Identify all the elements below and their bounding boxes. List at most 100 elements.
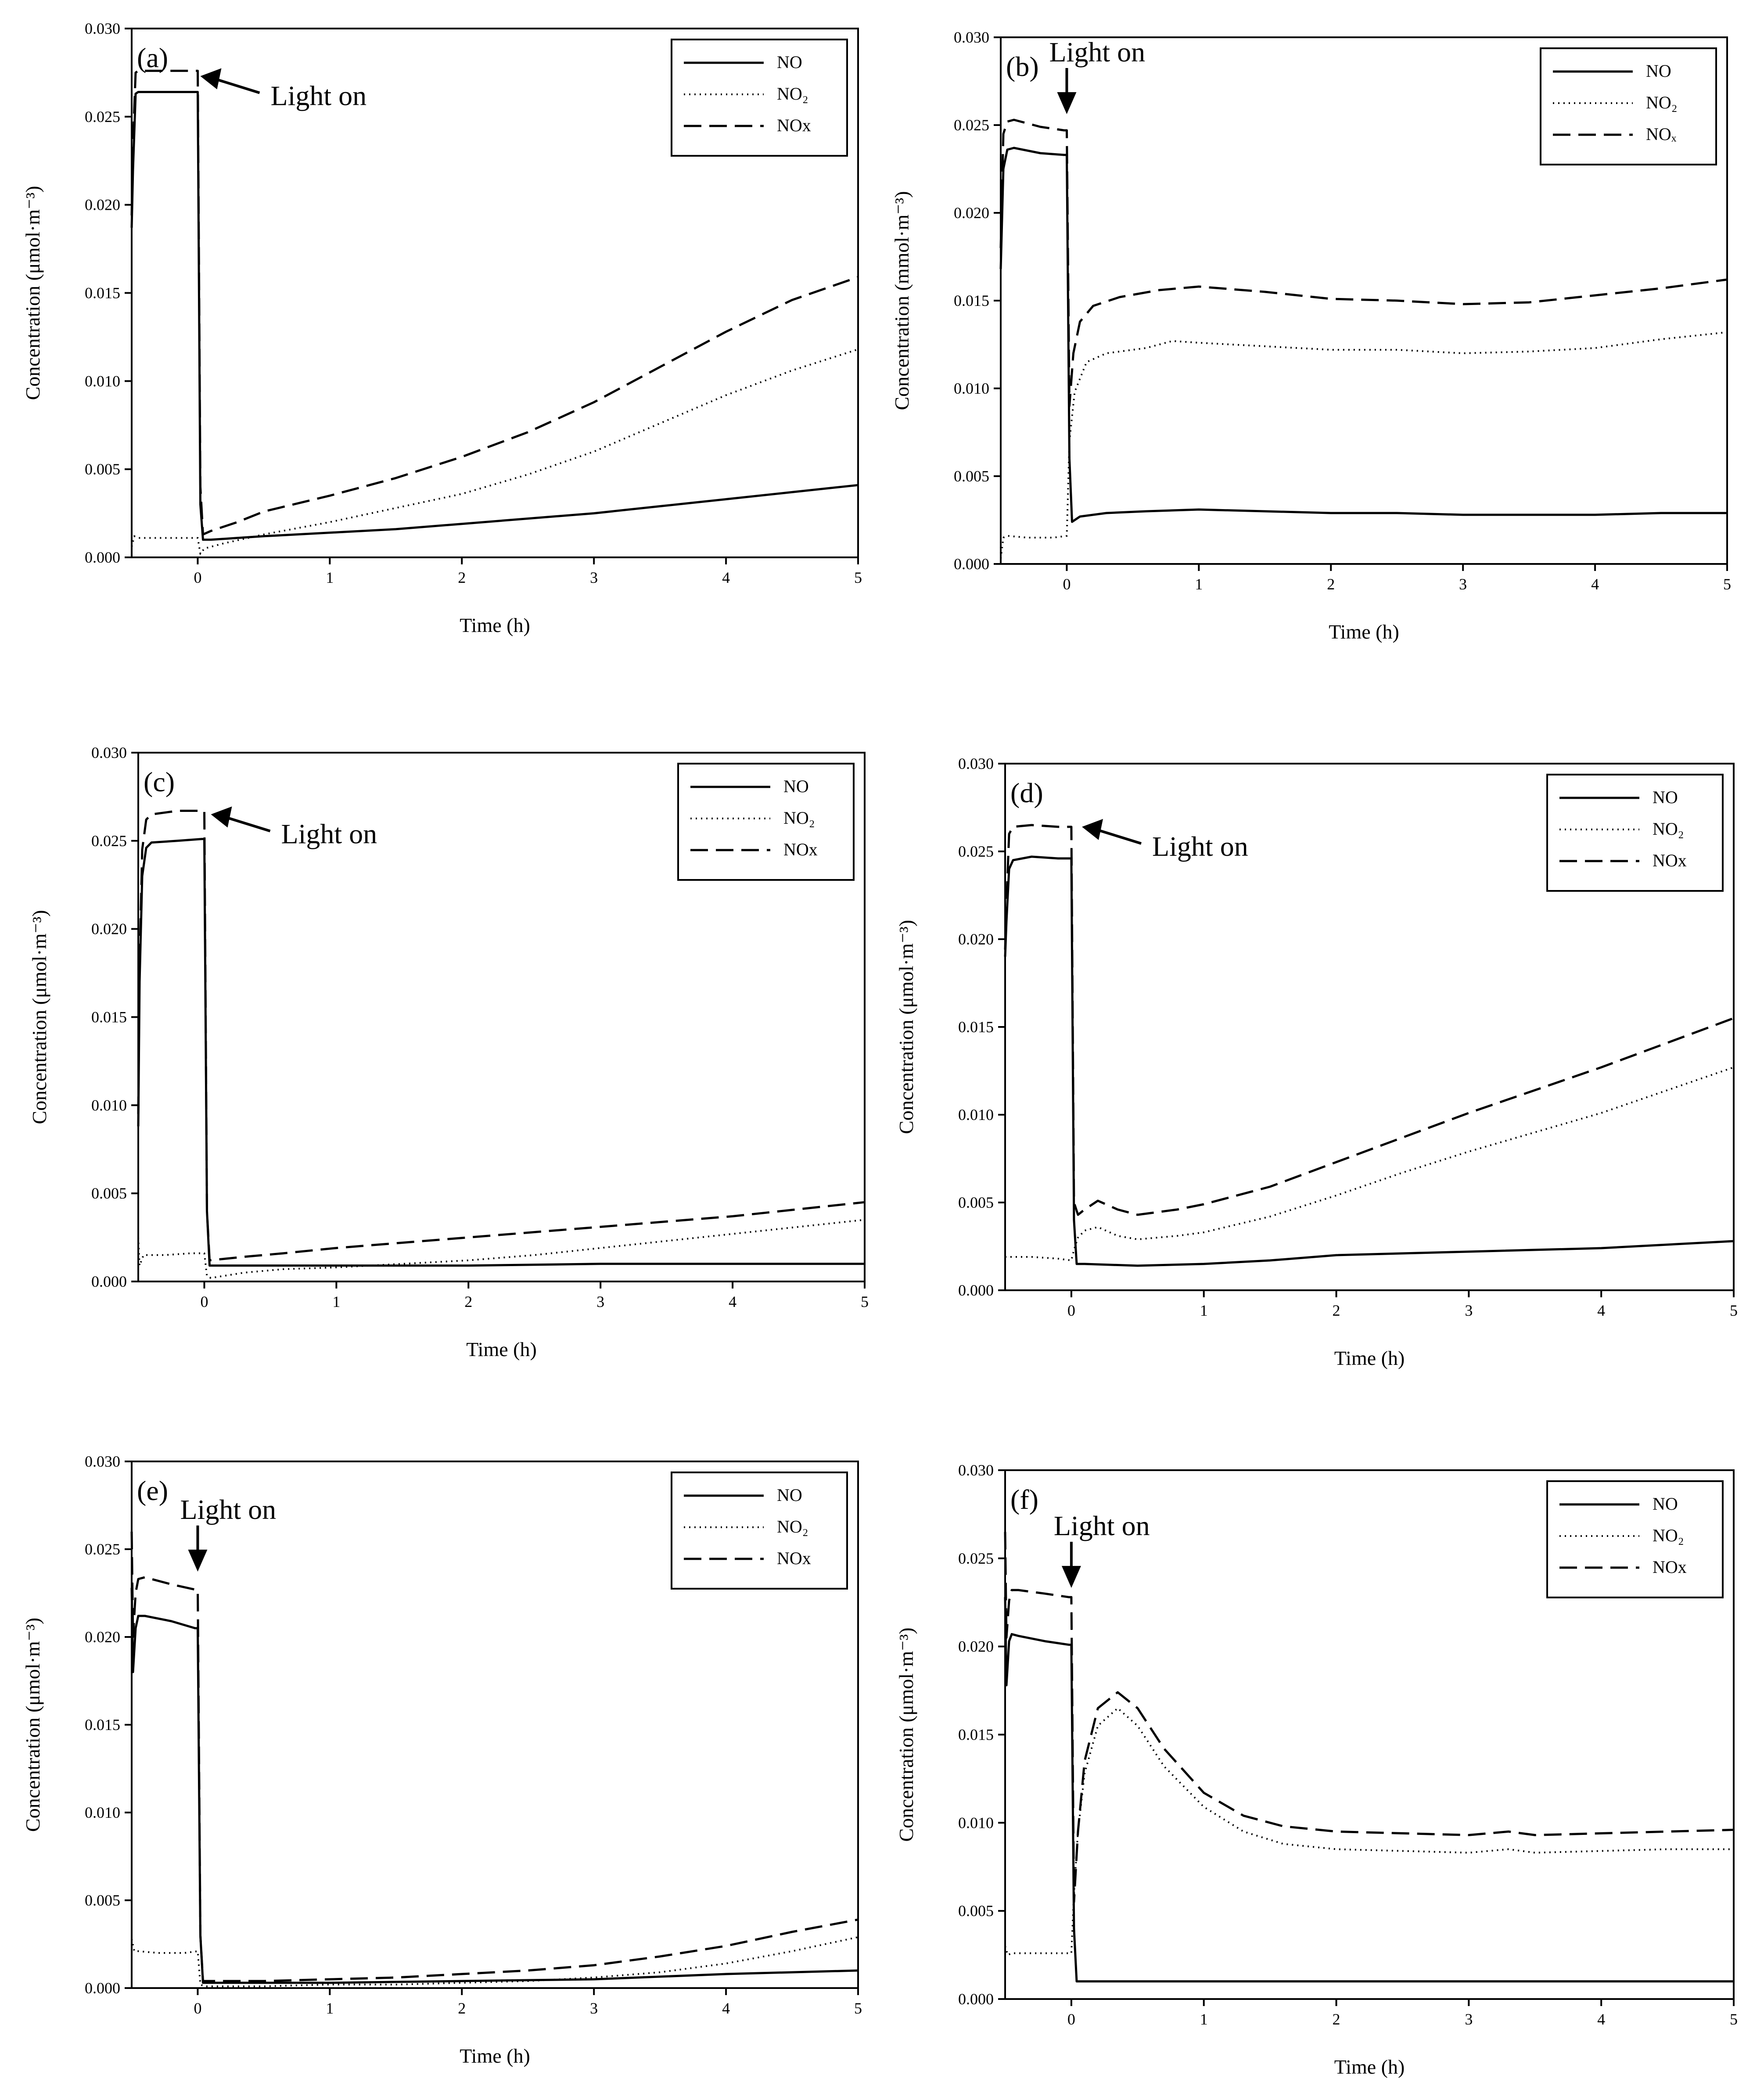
y-tick-label: 0.000	[958, 1990, 994, 2008]
y-tick-label: 0.030	[954, 29, 989, 46]
y-tick-label: 0.025	[85, 108, 120, 126]
series-line-solid	[1004, 855, 1734, 1267]
x-tick-label: 1	[332, 1293, 340, 1310]
series-line-dotted	[137, 1219, 865, 1279]
annotation-text: Light on	[270, 80, 366, 111]
x-tick-label: 5	[1723, 575, 1731, 593]
y-tick-label: 0.005	[954, 467, 989, 485]
legend-box	[677, 763, 855, 881]
x-tick-label: 2	[1327, 575, 1335, 593]
annotation-arrowhead	[1082, 819, 1103, 840]
legend-box	[1546, 774, 1724, 892]
series-line-dotted	[131, 1936, 859, 1987]
y-tick-label: 0.015	[91, 1009, 127, 1026]
y-tick-label: 0.015	[954, 292, 989, 309]
x-axis-label: Time (h)	[460, 614, 530, 636]
y-tick-label: 0.030	[91, 744, 127, 761]
x-tick-label: 1	[1200, 1302, 1208, 1319]
legend-label: NOx	[783, 840, 818, 859]
legend-box	[671, 1472, 848, 1590]
legend-label: NO	[777, 1485, 802, 1505]
panel-label: (b)	[1006, 51, 1039, 82]
y-tick-label: 0.030	[85, 20, 120, 37]
legend-label: NO	[783, 776, 809, 796]
x-tick-label: 0	[1067, 2010, 1075, 2028]
y-axis-label: Concentration (μmol·m⁻³)	[22, 1618, 44, 1832]
legend-box	[671, 39, 848, 157]
x-tick-label: 3	[1465, 2010, 1473, 2028]
legend-label: NO	[1653, 787, 1678, 807]
y-tick-label: 0.020	[85, 196, 120, 214]
legend-label: NOx	[777, 1548, 811, 1568]
legend-label: NO₂	[777, 1517, 808, 1536]
x-tick-label: 2	[1333, 2010, 1340, 2028]
series-line-solid	[999, 147, 1727, 523]
panel-label: (c)	[144, 766, 175, 797]
x-axis-label: Time (h)	[460, 2045, 530, 2067]
series-line-solid	[137, 838, 865, 1267]
series-line-solid	[130, 1587, 859, 1984]
y-tick-label: 0.010	[958, 1106, 994, 1123]
chart-panel-0: 0.000 0.005 0.010 0.015 0.020 0.025 0.030 0 1 2 3 4…	[22, 20, 862, 636]
y-tick-label: 0.000	[85, 1979, 120, 1997]
x-tick-label: 1	[326, 1999, 334, 2017]
y-axis-label: Concentration (mmol·m⁻³)	[891, 191, 913, 410]
series-line-dotted	[1004, 1707, 1734, 1956]
x-tick-label: 3	[596, 1293, 604, 1310]
chart-panel-4: 0.000 0.005 0.010 0.015 0.020 0.025 0.030 0 1 2 3 4…	[22, 1453, 862, 2067]
legend-label: NO₂	[1653, 1525, 1684, 1545]
annotation-text: Light on	[1054, 1510, 1150, 1541]
chart-panel-5: 0.000 0.005 0.010 0.015 0.020 0.025 0.030 0 1 2 3 4…	[895, 1461, 1738, 2078]
series-line-dashed	[137, 810, 865, 1262]
panel-label: (d)	[1010, 777, 1043, 808]
legend: NO NO₂ NOx	[677, 763, 855, 881]
y-tick-label: 0.030	[958, 1461, 994, 1479]
y-axis-label: Concentration (μmol·m⁻³)	[28, 910, 50, 1124]
y-tick-label: 0.025	[954, 116, 989, 134]
y-tick-label: 0.020	[954, 204, 989, 222]
y-tick-label: 0.015	[958, 1018, 994, 1036]
annotation-arrowhead	[188, 1550, 208, 1572]
chart-panel-1: 0.000 0.005 0.010 0.015 0.020 0.025 0.030 0 1 2 3 4…	[891, 29, 1731, 643]
y-tick-label: 0.010	[954, 380, 989, 397]
legend: NO NO₂ NOx	[1546, 774, 1724, 892]
x-tick-label: 0	[1063, 575, 1071, 593]
annotation-arrow-shaft	[1096, 828, 1142, 845]
series-line-dashed	[1004, 824, 1734, 1216]
y-tick-label: 0.015	[85, 284, 120, 302]
y-tick-label: 0.015	[958, 1726, 994, 1744]
legend: NO NO₂ NOx	[671, 39, 848, 157]
y-tick-label: 0.020	[85, 1628, 120, 1646]
legend: NO NO₂ NOₓ	[1540, 47, 1717, 165]
annotation-text: Light on	[1049, 36, 1145, 68]
series-line-dotted	[1005, 1066, 1734, 1261]
x-tick-label: 2	[458, 569, 466, 586]
y-tick-label: 0.025	[958, 843, 994, 860]
legend: NO NO₂ NOx	[671, 1472, 848, 1590]
legend-label: NO	[777, 52, 802, 72]
x-tick-label: 0	[194, 1999, 201, 2017]
y-tick-label: 0.020	[958, 930, 994, 948]
y-tick-label: 0.000	[91, 1273, 127, 1290]
y-tick-label: 0.020	[958, 1638, 994, 1655]
legend-label: NOx	[1653, 1557, 1687, 1577]
series-line-dashed	[130, 69, 859, 536]
x-tick-label: 4	[1591, 575, 1599, 593]
x-tick-label: 5	[1730, 2010, 1738, 2028]
annotation-arrow-shaft	[224, 815, 271, 833]
annotation-text: Light on	[180, 1494, 276, 1525]
legend-label: NOx	[777, 115, 811, 135]
x-tick-label: 1	[1195, 575, 1203, 593]
y-axis-label: Concentration (μmol·m⁻³)	[22, 186, 44, 400]
annotation-arrowhead	[200, 68, 222, 90]
series-line-dotted	[1000, 331, 1728, 559]
legend: NO NO₂ NOx	[1546, 1480, 1724, 1598]
y-tick-label: 0.025	[958, 1550, 994, 1567]
series-line-dotted	[131, 348, 859, 555]
legend-label: NO₂	[1646, 93, 1678, 112]
y-tick-label: 0.010	[85, 372, 120, 390]
x-tick-label: 4	[722, 569, 730, 586]
annotation-text: Light on	[281, 818, 377, 850]
annotation-arrowhead	[211, 806, 232, 828]
x-tick-label: 4	[722, 1999, 730, 2017]
